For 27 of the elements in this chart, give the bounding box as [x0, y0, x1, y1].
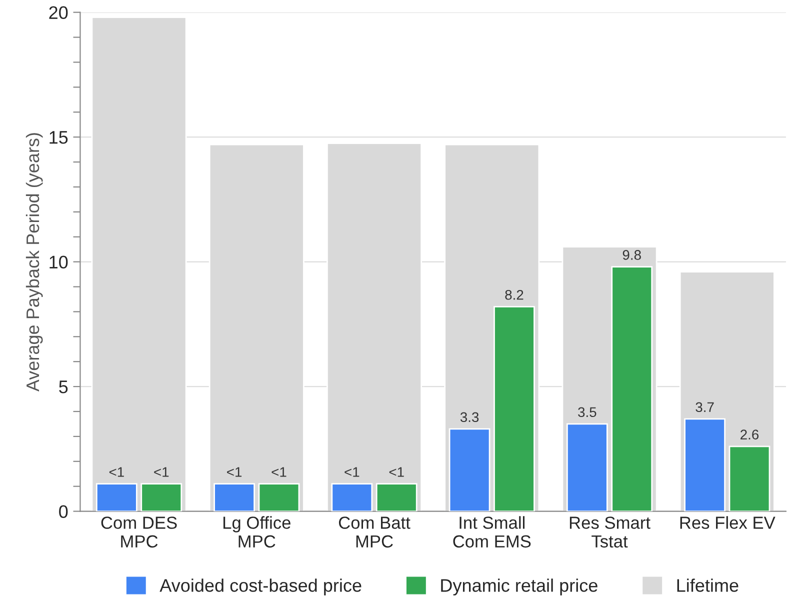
legend-label: Lifetime — [677, 578, 738, 592]
data-label: <1 — [344, 467, 360, 477]
y-axis-title: Average Payback Period (years) — [26, 133, 43, 392]
y-tick-label: 5 — [59, 380, 68, 394]
data-label: 9.8 — [622, 250, 641, 260]
x-tick-label: Res Smart Tstat — [570, 516, 650, 548]
data-label: 8.2 — [505, 290, 524, 300]
data-label: <1 — [389, 467, 404, 477]
x-tick-label: Res Flex EV — [680, 516, 776, 529]
data-label: <1 — [272, 467, 286, 477]
y-tick-label: 10 — [50, 256, 68, 269]
data-label: 3.7 — [696, 402, 714, 412]
data-label: <1 — [227, 467, 242, 477]
legend-label: Avoided cost-based price — [160, 578, 362, 596]
data-label: <1 — [154, 467, 169, 477]
data-label: 3.3 — [460, 412, 479, 422]
x-tick-label: Com Batt MPC — [338, 516, 410, 548]
x-tick-label: Lg Office MPC — [223, 516, 290, 548]
y-tick-label: 0 — [59, 505, 68, 518]
data-label: 3.5 — [578, 407, 596, 418]
y-tick-label: 15 — [50, 131, 68, 144]
data-label: 2.6 — [740, 430, 759, 440]
legend-label: Dynamic retail price — [441, 578, 598, 596]
y-tick-label: 20 — [49, 6, 68, 20]
data-label: <1 — [109, 467, 124, 477]
x-tick-label: Int Small Com EMS — [453, 516, 531, 548]
x-tick-label: Com DES MPC — [101, 516, 177, 548]
